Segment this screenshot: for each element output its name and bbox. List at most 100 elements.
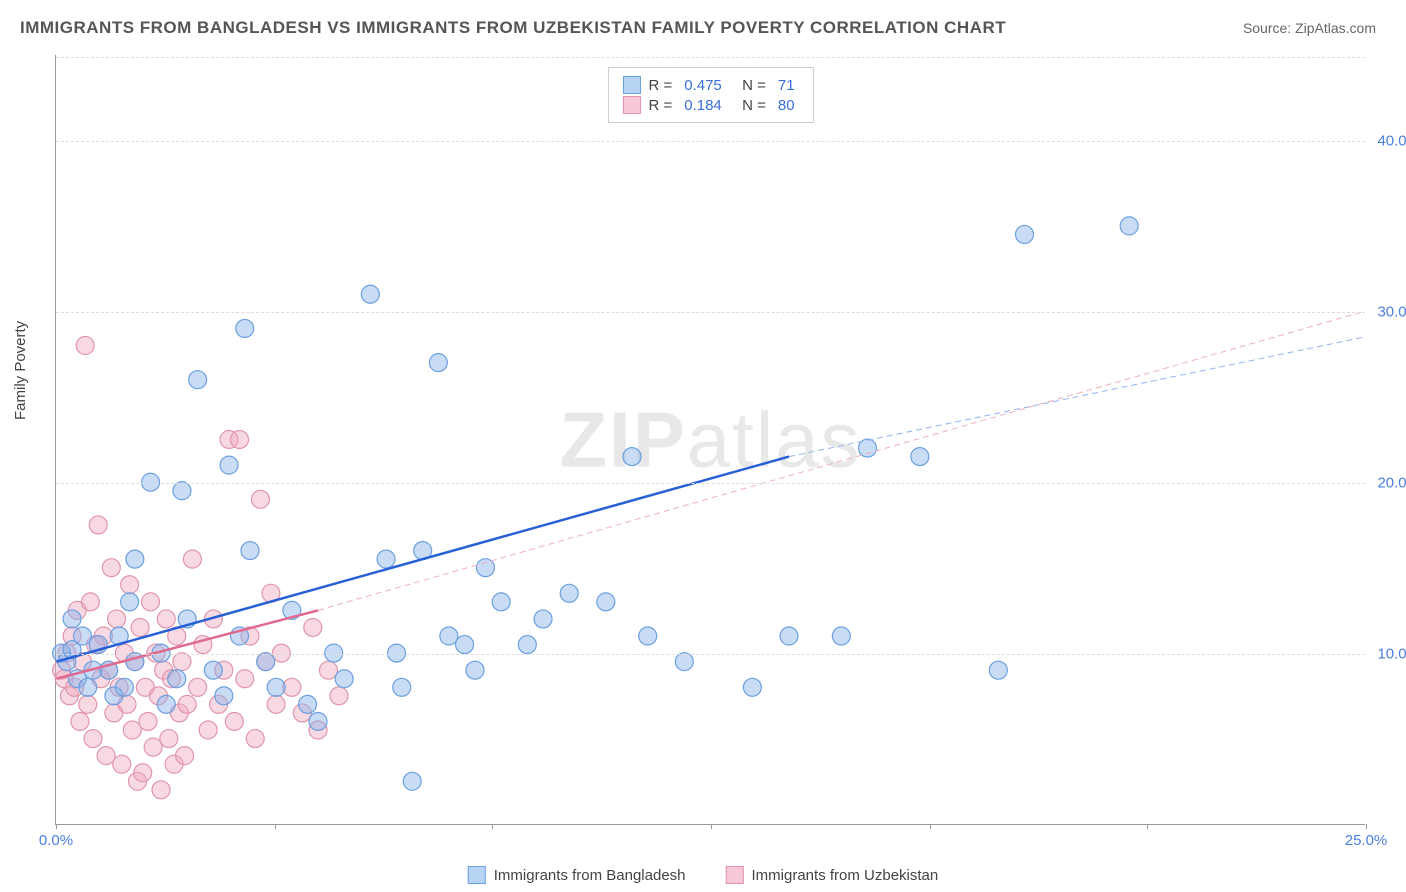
x-tick-mark [492,824,493,829]
data-point-a [157,695,175,713]
data-point-a [79,678,97,696]
trend-dash-b [318,311,1365,610]
data-point-b [121,576,139,594]
data-point-a [743,678,761,696]
x-tick-mark [56,824,57,829]
data-point-a [832,627,850,645]
data-point-a [74,627,92,645]
data-point-a [189,371,207,389]
swatch-b-icon [726,866,744,884]
data-point-b [183,550,201,568]
trend-line-a [56,457,789,662]
legend-label-a: Immigrants from Bangladesh [494,867,686,884]
data-point-b [189,678,207,696]
data-point-a [675,653,693,671]
data-point-b [236,670,254,688]
data-point-a [1120,217,1138,235]
data-point-b [81,593,99,611]
y-tick-label: 30.0% [1377,303,1406,320]
data-point-b [142,593,160,611]
data-point-b [102,559,120,577]
data-point-b [97,747,115,765]
data-point-a [220,456,238,474]
data-point-b [251,490,269,508]
data-point-b [113,755,131,773]
y-tick-label: 40.0% [1377,132,1406,149]
data-point-b [152,781,170,799]
data-point-a [623,448,641,466]
data-point-a [780,627,798,645]
swatch-a-icon [468,866,486,884]
x-tick-mark [275,824,276,829]
data-point-a [911,448,929,466]
data-point-a [476,559,494,577]
legend-item-b: Immigrants from Uzbekistan [726,866,939,884]
data-point-a [241,542,259,560]
data-point-a [429,354,447,372]
data-point-b [304,618,322,636]
data-point-a [173,482,191,500]
chart-title: IMMIGRANTS FROM BANGLADESH VS IMMIGRANTS… [20,18,1006,38]
legend-item-a: Immigrants from Bangladesh [468,866,686,884]
data-point-b [199,721,217,739]
data-point-a [299,695,317,713]
data-point-a [168,670,186,688]
data-point-a [126,550,144,568]
data-point-a [560,584,578,602]
data-point-b [108,610,126,628]
data-point-b [84,730,102,748]
data-point-b [79,695,97,713]
gridline-h [56,57,1365,58]
data-point-a [440,627,458,645]
gridline-h [56,654,1365,655]
data-point-a [335,670,353,688]
data-point-a [267,678,285,696]
legend-label-b: Immigrants from Uzbekistan [752,867,939,884]
gridline-h [56,141,1365,142]
y-axis-label: Family Poverty [12,321,29,420]
data-point-b [157,610,175,628]
trend-dash-a [789,337,1365,457]
data-point-a [518,636,536,654]
y-tick-label: 20.0% [1377,474,1406,491]
data-point-b [330,687,348,705]
data-point-a [393,678,411,696]
data-point-b [319,661,337,679]
data-point-b [225,712,243,730]
data-point-b [160,730,178,748]
scatter-svg [56,55,1365,824]
y-tick-label: 10.0% [1377,645,1406,662]
x-tick-mark [711,824,712,829]
data-point-b [139,712,157,730]
data-point-a [534,610,552,628]
data-point-a [121,593,139,611]
x-tick-mark [1366,824,1367,829]
data-point-a [597,593,615,611]
data-point-b [178,695,196,713]
series-legend: Immigrants from Bangladesh Immigrants fr… [468,866,938,884]
data-point-b [123,721,141,739]
source-label: Source: ZipAtlas.com [1243,20,1376,36]
data-point-a [492,593,510,611]
data-point-b [267,695,285,713]
data-point-b [246,730,264,748]
x-tick-label: 0.0% [39,832,73,849]
gridline-h [56,483,1365,484]
data-point-a [989,661,1007,679]
data-point-b [144,738,162,756]
data-point-b [131,618,149,636]
data-point-b [76,337,94,355]
gridline-h [56,312,1365,313]
data-point-a [377,550,395,568]
data-point-b [176,747,194,765]
data-point-a [1016,225,1034,243]
data-point-b [231,431,249,449]
data-point-a [236,319,254,337]
data-point-a [63,610,81,628]
chart-plot-area: ZIPatlas R = 0.475 N = 71 R = 0.184 N = … [55,55,1365,825]
x-tick-mark [1147,824,1148,829]
data-point-b [89,516,107,534]
data-point-a [456,636,474,654]
data-point-b [173,653,191,671]
data-point-a [215,687,233,705]
